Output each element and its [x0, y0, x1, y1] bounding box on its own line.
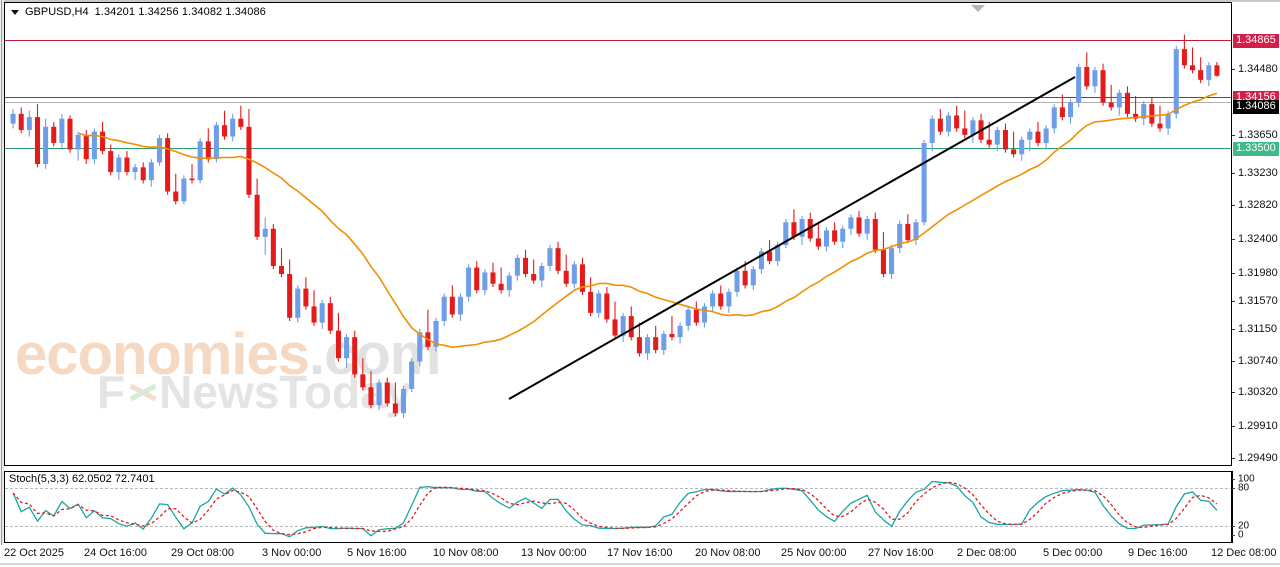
time-axis-label: 9 Dec 16:00 — [1128, 547, 1188, 559]
stoch-axis-tick — [1232, 479, 1235, 480]
stoch-axis-separator — [1232, 471, 1233, 543]
price-axis-tick — [1232, 205, 1235, 206]
window-bottom-rule — [0, 563, 1280, 565]
price-axis-label: 1.33650 — [1238, 129, 1278, 141]
support-price-badge[interactable]: 1.33500 — [1233, 142, 1279, 156]
price-axis[interactable]: 1.34480 1.33650 1.33230 1.32820 1.32400 1.319… — [1232, 2, 1280, 466]
price-axis-label: 1.29910 — [1238, 420, 1278, 432]
time-axis-label: 10 Nov 08:00 — [433, 547, 499, 559]
price-axis-label: 1.33230 — [1238, 167, 1278, 179]
price-axis-label: 1.31150 — [1238, 323, 1277, 335]
price-axis-tick — [1232, 273, 1235, 274]
chart-header: GBPUSD,H4 1.34201 1.34256 1.34082 1.3408… — [9, 5, 266, 19]
stochastic-label: Stoch(5,3,3) 62.0502 72.7401 — [9, 473, 155, 485]
ascending-trendline — [508, 76, 1076, 400]
window-left-edge — [0, 0, 4, 545]
stoch-axis-tick — [1232, 488, 1235, 489]
price-axis-tick — [1232, 329, 1235, 330]
price-axis-label: 1.30320 — [1238, 386, 1278, 398]
stoch-axis-tick — [1232, 526, 1235, 527]
price-axis-label: 1.31570 — [1238, 295, 1278, 307]
price-axis-label: 1.32820 — [1238, 199, 1278, 211]
stoch-level-80 — [5, 488, 1231, 489]
price-axis-label: 1.31980 — [1238, 267, 1278, 279]
ohlc-quotes-label: 1.34201 1.34256 1.34082 1.34086 — [94, 6, 266, 18]
price-axis-tick — [1232, 458, 1235, 459]
window-top-rule — [0, 0, 1280, 2]
price-axis-tick — [1232, 173, 1235, 174]
price-chart-panel[interactable]: economies.com F NewsToday GBPUSD,H4 1.342… — [4, 2, 1232, 466]
symbol-timeframe-label: GBPUSD,H4 — [25, 6, 89, 18]
resistance-line-134865 — [5, 40, 1231, 41]
stochastic-series — [12, 480, 1218, 538]
price-axis-tick — [1232, 69, 1235, 70]
price-axis-tick — [1232, 239, 1235, 240]
time-axis-label: 12 Dec 08:00 — [1211, 547, 1277, 559]
time-axis[interactable]: 22 Oct 2025 24 Oct 16:00 29 Oct 08:00 3 Nov… — [0, 545, 1280, 563]
support-line-133500 — [5, 148, 1231, 149]
time-axis-label: 29 Oct 08:00 — [171, 547, 234, 559]
time-axis-label: 13 Nov 00:00 — [521, 547, 587, 559]
stoch-axis-label: 100 — [1238, 473, 1255, 485]
resistance-line-134156 — [5, 97, 1231, 98]
triangle-down-icon[interactable] — [971, 5, 985, 12]
time-axis-label: 5 Nov 16:00 — [347, 547, 407, 559]
time-axis-label: 24 Oct 16:00 — [84, 547, 147, 559]
stoch-axis-label: 20 — [1238, 520, 1250, 532]
price-axis-label: 1.34480 — [1238, 63, 1278, 75]
time-axis-label: 20 Nov 08:00 — [695, 547, 761, 559]
price-axis-tick — [1232, 361, 1235, 362]
moving-average-line — [77, 92, 1218, 349]
price-axis-label: 1.30740 — [1238, 355, 1278, 367]
price-axis-tick — [1232, 426, 1235, 427]
candlestick-series — [10, 34, 1220, 419]
price-axis-tick — [1232, 135, 1235, 136]
time-axis-label: 3 Nov 00:00 — [262, 547, 322, 559]
time-axis-label: 22 Oct 2025 — [4, 547, 64, 559]
price-axis-label: 1.32400 — [1238, 233, 1278, 245]
stoch-k-line — [12, 480, 1218, 538]
stochastic-panel[interactable]: Stoch(5,3,3) 62.0502 72.7401 — [4, 471, 1232, 543]
chevron-down-icon[interactable] — [11, 9, 19, 15]
stoch-axis-label: 0 — [1238, 529, 1244, 541]
time-axis-label: 5 Dec 00:00 — [1043, 547, 1103, 559]
time-axis-label: 17 Nov 16:00 — [607, 547, 673, 559]
stoch-axis-label: 80 — [1238, 482, 1250, 494]
price-axis-tick — [1232, 301, 1235, 302]
stochastic-axis: 100 80 20 0 — [1232, 471, 1280, 543]
resistance-price-badge[interactable]: 1.34865 — [1233, 34, 1279, 48]
price-axis-tick — [1232, 392, 1235, 393]
time-axis-label: 2 Dec 08:00 — [957, 547, 1017, 559]
stoch-d-line — [12, 481, 1218, 536]
stoch-axis-tick — [1232, 535, 1235, 536]
current-price-line — [5, 102, 1231, 103]
time-axis-label: 25 Nov 00:00 — [781, 547, 847, 559]
stoch-level-20 — [5, 526, 1231, 527]
price-axis-label: 1.29490 — [1238, 452, 1278, 464]
time-axis-label: 27 Nov 16:00 — [868, 547, 934, 559]
current-price-badge[interactable]: 1.34086 — [1233, 100, 1279, 114]
